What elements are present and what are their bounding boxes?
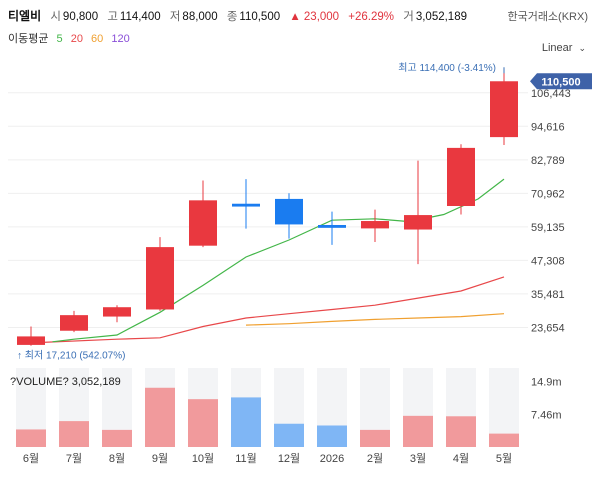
scale-label: Linear (541, 42, 573, 54)
close-value: 110,500 (239, 11, 281, 23)
candle-body (404, 215, 432, 230)
x-tick-label: 10월 (192, 452, 214, 465)
candle-body (232, 203, 260, 207)
high-annotation: 최고 114,400 (-3.41%) (398, 62, 496, 74)
open-label: 시 (50, 11, 61, 23)
volume-legend: ?VOLUME? 3,052,189 (10, 376, 121, 388)
chevron-down-icon: ⌄ (578, 43, 586, 53)
candle-body (490, 81, 518, 138)
ma-period-5[interactable]: 5 (56, 33, 63, 45)
moving-average-legend[interactable]: 이동평균 5 20 60 120 (8, 30, 135, 46)
x-tick-label: 8월 (109, 452, 125, 465)
candle-body (103, 307, 131, 317)
x-tick-label: 12월 (278, 452, 300, 465)
low-label: 저 (169, 11, 181, 23)
low-annotation: ↑ 최저 17,210 (542.07%) (17, 350, 125, 362)
candle-body (146, 247, 174, 310)
ma5-line (52, 178, 505, 343)
change-value: ▲ 23,000 (289, 11, 340, 23)
volume-label: 거 (403, 11, 414, 23)
y-tick-label: 82,789 (531, 155, 565, 167)
volume-bar (145, 387, 175, 447)
low-value: 88,000 (182, 11, 218, 23)
x-tick-label: 7월 (66, 452, 82, 465)
ma-label: 이동평균 (8, 33, 49, 45)
candle-body (189, 200, 217, 246)
ma20-line (30, 276, 505, 344)
volume-bar (446, 416, 476, 447)
volume-bar (231, 397, 261, 447)
volume-bar (59, 421, 89, 447)
ma-period-120[interactable]: 120 (111, 33, 130, 45)
y-tick-label: 106,443 (531, 88, 571, 100)
volume-bar (102, 429, 132, 447)
x-tick-label: 9월 (152, 452, 168, 465)
exchange-name: 한국거래소(KRX) (507, 11, 588, 23)
last-price-label: 110,500 (541, 76, 580, 88)
volume-tick-label: 7.46m (531, 409, 562, 421)
y-tick-label: 70,962 (531, 188, 565, 200)
ma-period-20[interactable]: 20 (70, 33, 83, 45)
x-tick-label: 4월 (453, 452, 469, 465)
y-tick-label: 59,135 (531, 222, 565, 234)
open-value: 90,800 (62, 11, 99, 23)
y-tick-label: 47,308 (531, 255, 565, 267)
candle-body (447, 147, 475, 206)
x-tick-label: 11월 (235, 452, 257, 465)
candle-body (275, 198, 303, 225)
volume-bar (188, 399, 218, 447)
ma-period-60[interactable]: 60 (91, 33, 104, 45)
y-tick-label: 35,481 (531, 289, 565, 301)
high-value: 114,400 (119, 11, 161, 23)
volume-bar (403, 415, 433, 447)
x-tick-label: 3월 (410, 452, 426, 465)
ohlc-header: 티엘비 시 90,800 고 114,400 저 88,000 종 110,500 ▲ … (8, 7, 473, 24)
ma60-line (245, 313, 505, 326)
high-label: 고 (107, 11, 118, 23)
volume-bar (489, 433, 519, 447)
scale-selector[interactable]: Linear ⌄ (542, 42, 586, 54)
candle-body (17, 336, 45, 345)
x-tick-label: 6월 (23, 452, 39, 465)
change-percent: +26.29% (348, 11, 395, 23)
volume-tick-label: 14.9m (531, 377, 562, 389)
volume-bar (16, 429, 46, 447)
last-price-tag (530, 73, 592, 90)
volume-value: 3,052,189 (415, 11, 467, 23)
volume-bar (317, 425, 347, 447)
y-tick-label: 23,654 (531, 322, 565, 334)
candle-body (361, 221, 389, 229)
x-tick-label: 2026 (320, 453, 344, 465)
close-label: 종 (226, 11, 238, 23)
x-tick-label: 2월 (367, 452, 383, 465)
volume-bar (360, 429, 390, 447)
y-tick-label: 94,616 (531, 121, 565, 133)
candle-body (60, 315, 88, 331)
volume-bar (274, 423, 304, 447)
stock-name: 티엘비 (8, 9, 42, 23)
x-tick-label: 5월 (496, 452, 512, 465)
candle-body (318, 224, 346, 228)
